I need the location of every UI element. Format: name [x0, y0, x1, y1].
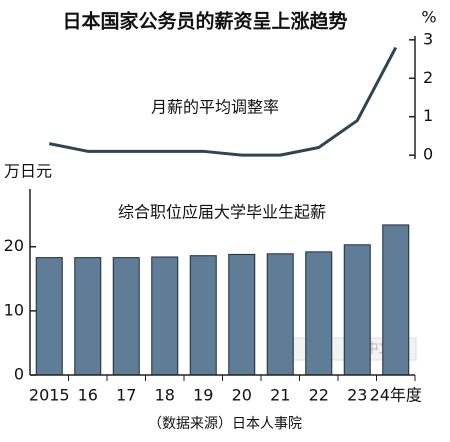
x-tick-label: 2015 — [29, 386, 70, 405]
chart-title: 日本国家公务员的薪资呈上涨趋势 — [62, 10, 347, 33]
x-tick-label: 17 — [116, 386, 136, 405]
y-tick-label: 3 — [423, 29, 433, 48]
bar — [189, 255, 217, 376]
y-tick-label: 2 — [423, 68, 433, 87]
subtitle: 月薪的平均调整率 — [151, 98, 279, 117]
subtitle: 综合职位应届大学毕业生起薪 — [118, 203, 326, 222]
x-tick-label: 23 — [347, 386, 367, 405]
bar — [228, 253, 256, 376]
bar — [74, 257, 102, 376]
x-tick-label: 24年度 — [370, 386, 422, 405]
source: （数据来源）日本人事院 — [148, 416, 302, 432]
bar — [112, 257, 140, 376]
bar — [343, 244, 371, 376]
bar — [305, 251, 333, 376]
x-tick-label: 22 — [309, 386, 329, 405]
x-tick-label: 21 — [270, 386, 290, 405]
x-tick-label: 20 — [232, 386, 252, 405]
bar — [266, 253, 294, 376]
x-tick-label: 19 — [193, 386, 213, 405]
bar — [35, 257, 63, 376]
x-tick-label: 18 — [155, 386, 175, 405]
y-tick-label: 0 — [423, 145, 433, 164]
y-tick-label: 1 — [423, 106, 433, 125]
y-tick-label: 20 — [4, 236, 24, 255]
y-tick-label: 10 — [4, 300, 24, 319]
y-tick-label: 0 — [14, 365, 24, 384]
y-axis-label: 万日元 — [4, 162, 52, 181]
y-axis-label: % — [421, 8, 436, 27]
x-tick-label: 16 — [78, 386, 98, 405]
bar — [151, 256, 179, 376]
line — [48, 46, 398, 157]
bar — [382, 224, 410, 376]
